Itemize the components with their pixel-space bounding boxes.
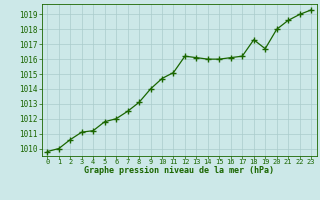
X-axis label: Graphe pression niveau de la mer (hPa): Graphe pression niveau de la mer (hPa) xyxy=(84,166,274,175)
